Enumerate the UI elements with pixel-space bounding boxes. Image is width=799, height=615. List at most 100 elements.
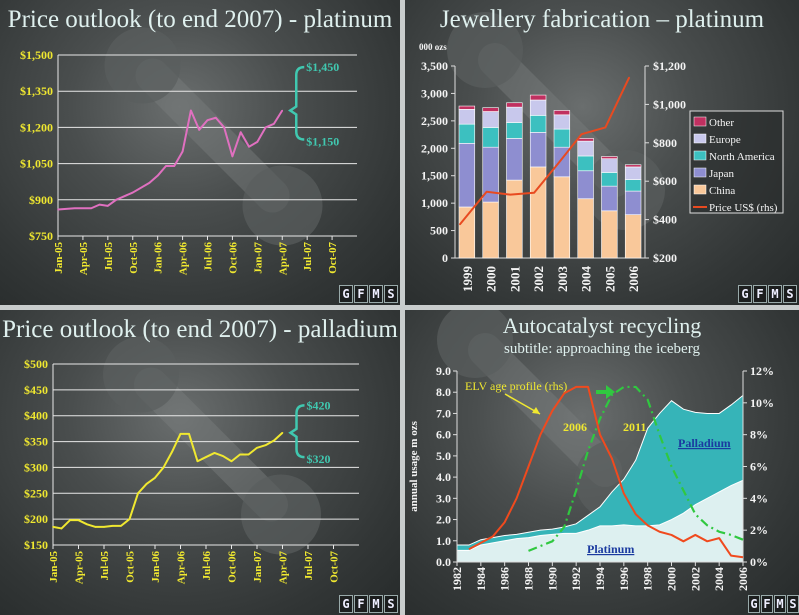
price-point [198,129,200,131]
price-point [173,165,176,167]
x-tick-label: Apr-05 [78,242,90,276]
price-point [248,145,250,148]
price-point [231,155,234,158]
autocatalyst-recycling-panel: 0.0 1.0 2.0 3.0 4.0 5.0 6.0 7.0 8.0 9.0 0% 2% 4% 6% 8%… [405,310,799,615]
dumbbell-bar-decoration [134,367,288,522]
price-point [103,526,105,528]
price-point [196,460,199,463]
platinum-price-panel: $750 $900 $1,050 $1,200 $1,350 $1,500 Jan-05 Ap… [0,0,400,305]
bar-other [482,107,499,112]
price-point [181,150,184,153]
y-tick-label: $1,350 [20,84,53,98]
x-tick-label: Jan-05 [53,242,65,274]
price-point [69,519,71,521]
x-tick-label: Jul-06 [203,242,215,272]
dumbbell-ball-decoration [241,474,321,555]
price-line [459,77,631,226]
y-tick-label: 7.0 [436,406,451,420]
price-point [156,174,159,177]
y-tick-label: 1,000 [421,196,448,210]
y-tick-label: $400 [24,409,48,423]
dumbbell-bar-decoration [135,58,290,213]
platinum-price-chart: $750 $900 $1,050 $1,200 $1,350 $1,500 Jan-05 Ap… [20,27,357,276]
price-point [165,165,167,167]
price-point [256,446,258,449]
bar-north-america [624,179,642,192]
price-point [179,433,182,435]
x-tick-label: 2003 [555,266,570,293]
x-tick-label: 2000 [484,266,499,292]
price-point [77,519,80,521]
price-point [533,191,535,194]
y-tick-label: 1.0 [436,534,451,548]
y-axis-unit: 000 ozs [419,42,447,52]
bar-japan [458,143,476,208]
bar-other [601,156,618,160]
x-tick-label: 1992 [569,567,583,591]
y2-tick-label: 0% [750,555,768,569]
y-tick-label: $1,200 [20,120,53,134]
y2-tick-label: 2% [750,523,768,537]
bar-china [553,176,571,259]
outlook-low-label: $1,150 [306,134,339,148]
x-tick-label: Apr-06 [178,242,190,276]
price-point [128,518,131,520]
x-tick-label: 2001 [507,266,522,292]
price-point [580,133,583,135]
x-tick-label: Jan-06 [150,551,162,583]
palladium-label: Palladium [678,436,731,450]
x-tick-label: Jul-06 [201,551,213,581]
y-tick-label: $350 [24,435,48,449]
year-label: 2006 [563,420,587,434]
legend-label: North America [709,151,775,163]
bar-other [624,164,642,168]
x-tick-label: Jul-05 [99,551,111,581]
x-tick-label: 1986 [498,567,512,591]
platinum-area [456,479,744,563]
bar-north-america [601,172,618,187]
x-tick-label: 2002 [688,567,702,591]
y2-tick-label: $800 [653,136,677,150]
bar-japan [529,132,547,168]
x-tick-label: Oct-06 [227,551,239,583]
bar-europe [577,140,594,157]
y2-tick-label: 6% [750,460,768,474]
x-tick-label: 1982 [450,567,464,591]
x-tick-label: 2002 [531,266,546,292]
green-arrow-icon [596,385,615,399]
x-tick-label: 1994 [593,567,607,591]
x-tick-label: Jul-07 [303,551,315,581]
projected-elv-line [528,385,744,552]
x-tick-label: 1999 [460,266,475,293]
dumbbell-ball-decoration [242,165,323,246]
price-point [111,525,114,527]
bar-europe [506,106,523,123]
price-point [273,439,275,442]
bar-other [553,110,571,116]
price-point [205,456,207,458]
price-point [223,126,225,129]
price-point [137,492,139,495]
x-tick-label: Oct-07 [329,551,341,583]
y-tick-label: $1,050 [20,157,53,171]
bar-japan [624,190,642,215]
price-point [230,460,233,463]
chart-title: Autocatalyst recycling [502,313,702,338]
x-tick-label: Jul-07 [302,242,314,272]
bar-other [529,94,547,101]
price-point [459,223,461,226]
bar-north-america [458,123,476,144]
price-point [171,451,173,453]
price-point [239,131,242,134]
y-tick-label: 0 [442,251,448,265]
chart-title: Price outlook (to end 2007) - platinum [7,6,393,33]
bar-europe [482,111,499,128]
price-point [145,483,148,485]
outlook-high-label: $1,450 [306,60,339,74]
y-tick-label: $500 [24,357,48,371]
bar-china [624,214,642,259]
y-tick-label: 4.0 [436,470,451,484]
price-line [57,109,284,211]
